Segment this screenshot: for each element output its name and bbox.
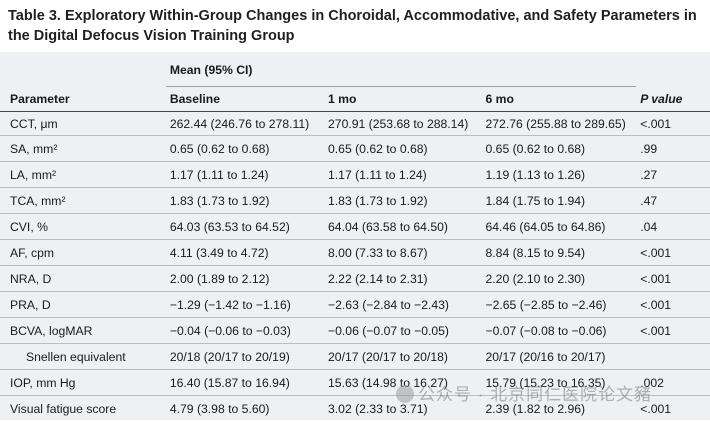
table-row: CVI, %64.03 (63.53 to 64.52)64.04 (63.58… xyxy=(0,214,710,240)
cell-baseline: −0.04 (−0.06 to −0.03) xyxy=(166,318,324,344)
cell-p-value: .04 xyxy=(636,214,710,240)
cell-1mo: −0.06 (−0.07 to −0.05) xyxy=(324,318,481,344)
cell-p-value: <.001 xyxy=(636,318,710,344)
cell-parameter: LA, mm² xyxy=(0,162,166,188)
header-baseline: Baseline xyxy=(166,87,324,112)
cell-baseline: −1.29 (−1.42 to −1.16) xyxy=(166,292,324,318)
cell-baseline: 262.44 (246.76 to 278.11) xyxy=(166,112,324,136)
header-mean-ci: Mean (95% CI) xyxy=(166,52,636,87)
cell-baseline: 16.40 (15.87 to 16.94) xyxy=(166,370,324,396)
cell-p-value: .99 xyxy=(636,136,710,162)
cell-1mo: 1.83 (1.73 to 1.92) xyxy=(324,188,481,214)
cell-p-value: <.001 xyxy=(636,266,710,292)
cell-parameter: IOP, mm Hg xyxy=(0,370,166,396)
header-empty xyxy=(0,52,166,87)
cell-1mo: 64.04 (63.58 to 64.50) xyxy=(324,214,481,240)
cell-parameter: PRA, D xyxy=(0,292,166,318)
cell-p-value: <.001 xyxy=(636,292,710,318)
cell-p-value: <.001 xyxy=(636,240,710,266)
cell-parameter: BCVA, logMAR xyxy=(0,318,166,344)
cell-parameter: CCT, μm xyxy=(0,112,166,136)
cell-1mo: 20/17 (20/17 to 20/18) xyxy=(324,344,481,370)
table-row: PRA, D−1.29 (−1.42 to −1.16)−2.63 (−2.84… xyxy=(0,292,710,318)
header-row-group: Mean (95% CI) xyxy=(0,52,710,87)
cell-baseline: 20/18 (20/17 to 20/19) xyxy=(166,344,324,370)
cell-6mo: −2.65 (−2.85 to −2.46) xyxy=(482,292,637,318)
cell-parameter: CVI, % xyxy=(0,214,166,240)
cell-parameter: SA, mm² xyxy=(0,136,166,162)
data-table: Mean (95% CI) Parameter Baseline 1 mo 6 … xyxy=(0,52,710,421)
cell-6mo: 2.20 (2.10 to 2.30) xyxy=(482,266,637,292)
header-parameter: Parameter xyxy=(0,87,166,112)
header-6mo: 6 mo xyxy=(482,87,637,112)
cell-6mo: 20/17 (20/16 to 20/17) xyxy=(482,344,637,370)
watermark-text: 公众号 · 北京同仁医院论文豬 xyxy=(418,385,652,404)
header-empty xyxy=(636,52,710,87)
header-row-columns: Parameter Baseline 1 mo 6 mo P value xyxy=(0,87,710,112)
table-container: Mean (95% CI) Parameter Baseline 1 mo 6 … xyxy=(0,52,710,420)
cell-1mo: 0.65 (0.62 to 0.68) xyxy=(324,136,481,162)
cell-6mo: −0.07 (−0.08 to −0.06) xyxy=(482,318,637,344)
cell-1mo: 2.22 (2.14 to 2.31) xyxy=(324,266,481,292)
cell-1mo: −2.63 (−2.84 to −2.43) xyxy=(324,292,481,318)
cell-parameter: Snellen equivalent xyxy=(0,344,166,370)
cell-6mo: 64.46 (64.05 to 64.86) xyxy=(482,214,637,240)
cell-baseline: 2.00 (1.89 to 2.12) xyxy=(166,266,324,292)
cell-6mo: 8.84 (8.15 to 9.54) xyxy=(482,240,637,266)
cell-parameter: NRA, D xyxy=(0,266,166,292)
cell-1mo: 1.17 (1.11 to 1.24) xyxy=(324,162,481,188)
cell-baseline: 1.17 (1.11 to 1.24) xyxy=(166,162,324,188)
cell-baseline: 4.11 (3.49 to 4.72) xyxy=(166,240,324,266)
cell-6mo: 1.19 (1.13 to 1.26) xyxy=(482,162,637,188)
cell-1mo: 270.91 (253.68 to 288.14) xyxy=(324,112,481,136)
cell-parameter: TCA, mm² xyxy=(0,188,166,214)
cell-1mo: 8.00 (7.33 to 8.67) xyxy=(324,240,481,266)
cell-p-value: .27 xyxy=(636,162,710,188)
header-p-value: P value xyxy=(636,87,710,112)
cell-baseline: 0.65 (0.62 to 0.68) xyxy=(166,136,324,162)
cell-baseline: 64.03 (63.53 to 64.52) xyxy=(166,214,324,240)
cell-baseline: 1.83 (1.73 to 1.92) xyxy=(166,188,324,214)
table-row: BCVA, logMAR−0.04 (−0.06 to −0.03)−0.06 … xyxy=(0,318,710,344)
cell-6mo: 0.65 (0.62 to 0.68) xyxy=(482,136,637,162)
cell-p-value: <.001 xyxy=(636,112,710,136)
watermark: 公众号 · 北京同仁医院论文豬 xyxy=(396,380,652,405)
cell-parameter: Visual fatigue score xyxy=(0,396,166,421)
cell-p-value: .47 xyxy=(636,188,710,214)
cell-p-value xyxy=(636,344,710,370)
cell-baseline: 4.79 (3.98 to 5.60) xyxy=(166,396,324,421)
cell-6mo: 1.84 (1.75 to 1.94) xyxy=(482,188,637,214)
wechat-icon xyxy=(396,385,414,403)
table-title: Table 3. Exploratory Within-Group Change… xyxy=(8,6,704,46)
cell-parameter: AF, cpm xyxy=(0,240,166,266)
cell-6mo: 272.76 (255.88 to 289.65) xyxy=(482,112,637,136)
header-1mo: 1 mo xyxy=(324,87,481,112)
